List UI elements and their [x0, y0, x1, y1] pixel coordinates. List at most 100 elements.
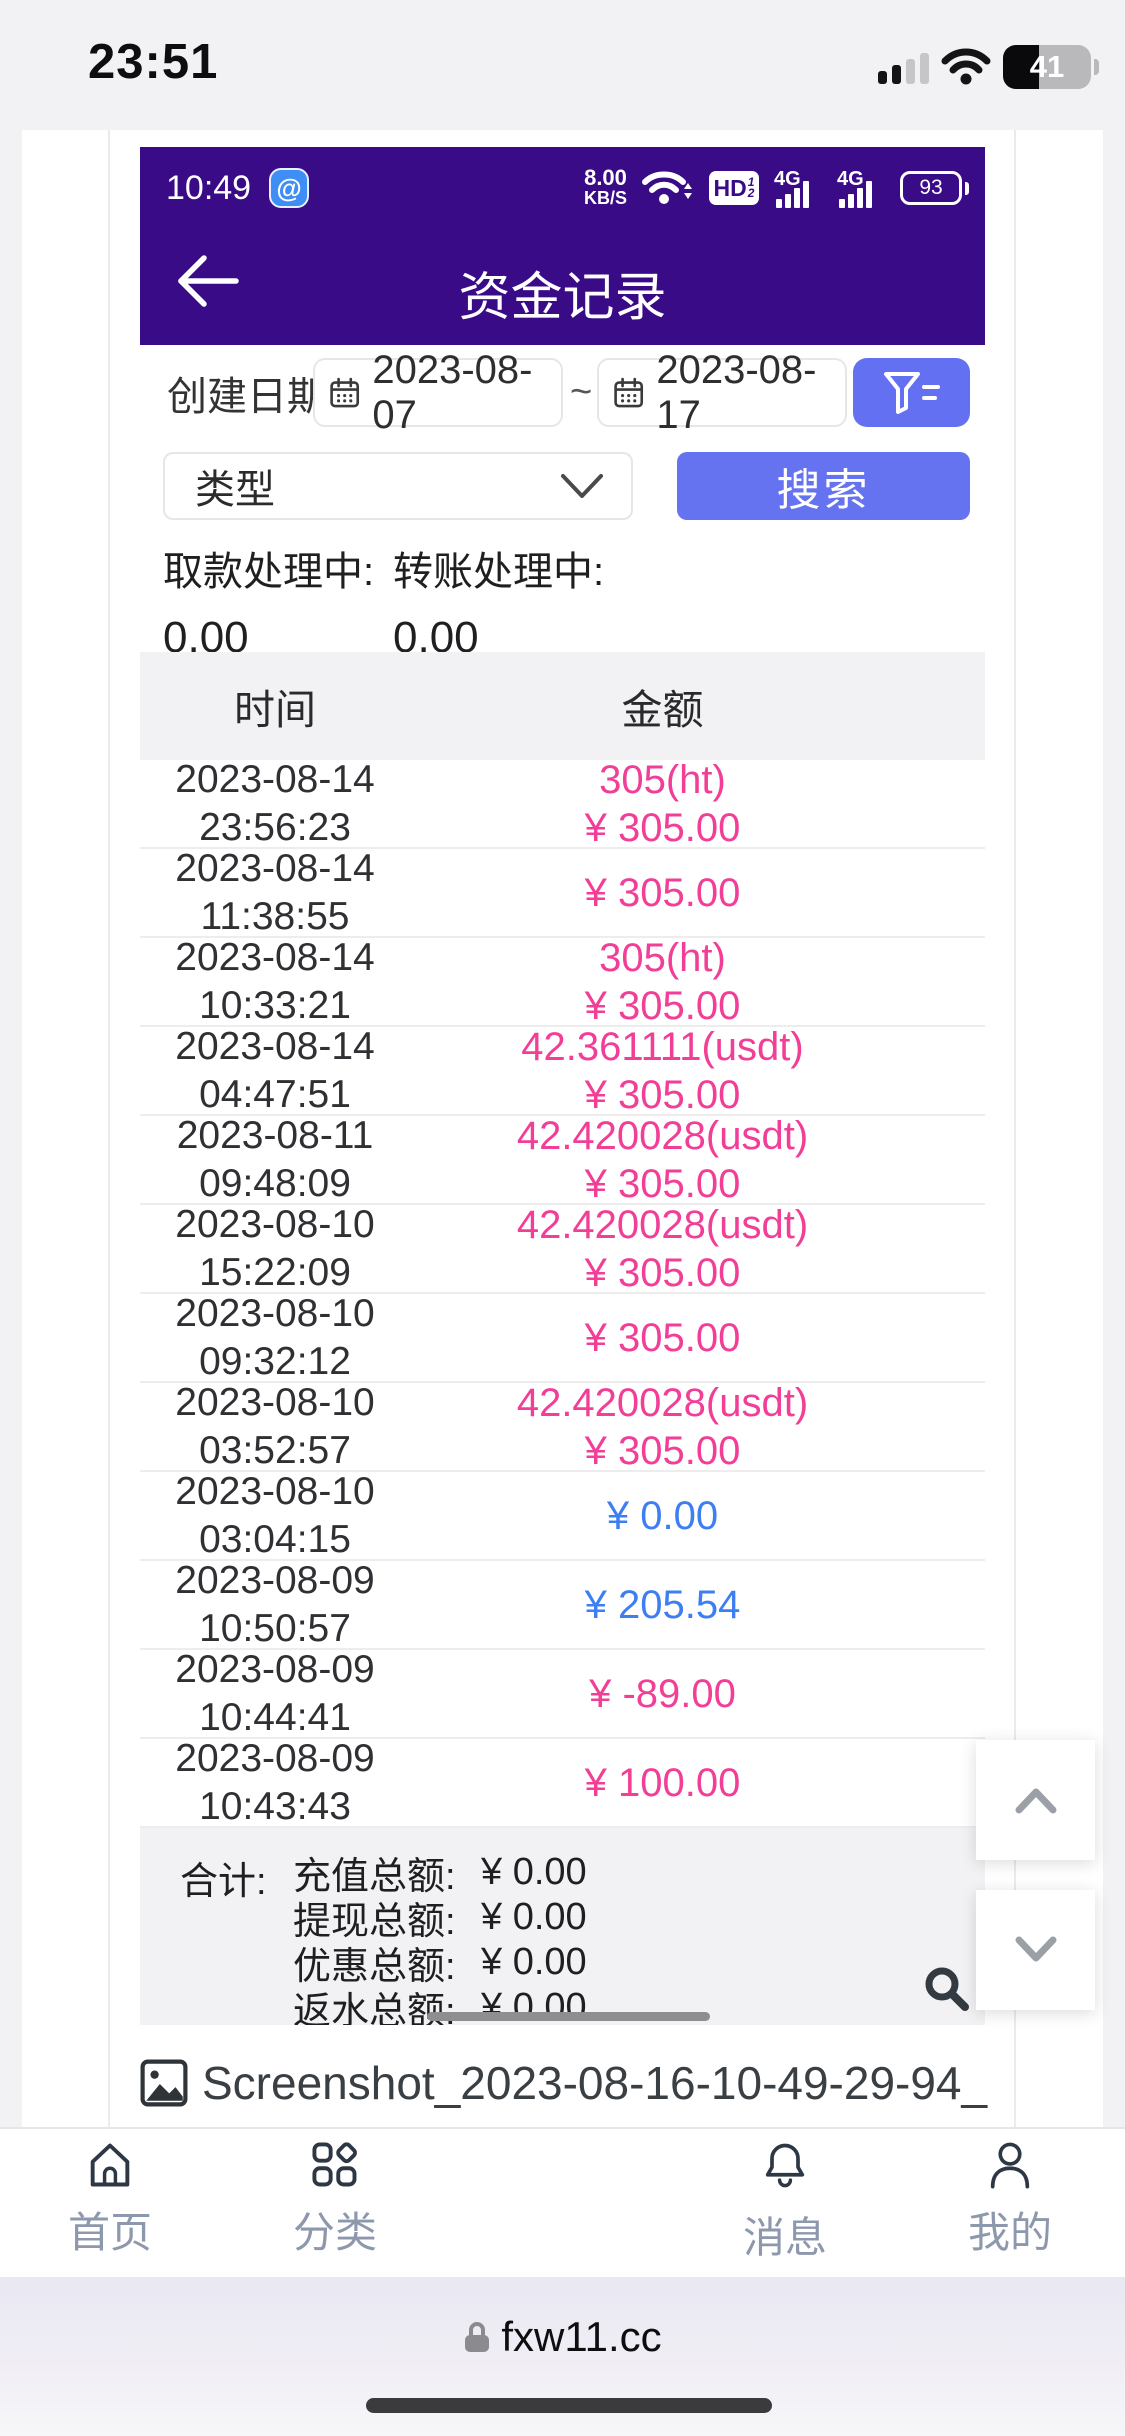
nav-item-home[interactable]: 首页: [30, 2139, 190, 2260]
row-amount: ¥ 305.00: [584, 805, 741, 850]
row-amount: ¥ 0.00: [606, 1493, 719, 1538]
row-time-cell: 2023-08-14 04:47:51: [140, 1024, 410, 1114]
scroll-up-button[interactable]: [976, 1740, 1095, 1860]
row-time: 15:22:09: [199, 1250, 351, 1294]
table-row[interactable]: 2023-08-14 23:56:23 305(ht) ¥ 305.00: [140, 760, 985, 849]
app-title-bar: 资金记录: [140, 219, 985, 345]
row-amount: ¥ 205.54: [584, 1582, 741, 1627]
table-row[interactable]: 2023-08-14 04:47:51 42.361111(usdt) ¥ 30…: [140, 1024, 985, 1117]
site-domain: fxw11.cc: [501, 2313, 662, 2360]
image-filename: Screenshot_2023-08-16-10-49-29-94_: [202, 2057, 988, 2109]
row-time-cell: 2023-08-14 23:56:23: [140, 760, 410, 847]
chevron-up-icon: [1015, 1788, 1056, 1814]
nav-item-profile[interactable]: 我的: [930, 2139, 1090, 2260]
summary-line-label: 优惠总额:: [293, 1946, 456, 1988]
row-time: 10:44:41: [199, 1695, 351, 1739]
summary-line: 充值总额: ¥ 0.00: [293, 1850, 587, 1898]
row-amount: ¥ 305.00: [584, 1315, 741, 1360]
table-row[interactable]: 2023-08-11 09:48:09 42.420028(usdt) ¥ 30…: [140, 1113, 985, 1206]
table-row[interactable]: 2023-08-10 03:52:57 42.420028(usdt) ¥ 30…: [140, 1380, 985, 1472]
column-header-amount: 金额: [621, 687, 704, 733]
row-time: 23:56:23: [199, 805, 351, 849]
android-home-indicator: [427, 2012, 710, 2021]
search-button[interactable]: 搜索: [677, 452, 970, 520]
summary-total-label: 合计:: [180, 1861, 267, 1903]
card-divider-right: [1014, 130, 1016, 2127]
row-amount-cell: ¥ 100.00: [410, 1739, 985, 1826]
row-date: 2023-08-14: [175, 760, 375, 801]
row-date: 2023-08-14: [175, 1024, 375, 1068]
transfer-processing-label: 转账处理中:: [393, 550, 605, 594]
battery-nub: [1094, 59, 1099, 75]
image-file-icon: [140, 2059, 188, 2107]
row-time-cell: 2023-08-09 10:44:41: [140, 1649, 410, 1739]
chevron-down-icon: [1015, 1936, 1056, 1962]
date-to-input[interactable]: 2023-08-17: [597, 348, 847, 437]
scroll-down-button[interactable]: [976, 1890, 1095, 2010]
row-time: 03:04:15: [199, 1517, 351, 1561]
withdraw-processing-label: 取款处理中:: [163, 550, 375, 594]
table-row[interactable]: 2023-08-09 10:43:43 ¥ 100.00: [140, 1738, 985, 1828]
row-date: 2023-08-10: [175, 1380, 375, 1424]
summary-line-label: 提现总额:: [293, 1901, 456, 1943]
filter-button[interactable]: [853, 358, 970, 427]
row-amount: ¥ 305.00: [584, 1072, 741, 1117]
row-detail: 42.361111(usdt): [521, 1024, 804, 1069]
row-amount-cell: 42.420028(usdt) ¥ 305.00: [410, 1205, 985, 1293]
funnel-icon: [883, 371, 940, 414]
bottom-nav-bar: 首页 分类 消息 我的: [0, 2127, 1125, 2277]
nav-label-profile: 我的: [967, 2209, 1052, 2256]
row-amount-cell: 42.420028(usdt) ¥ 305.00: [410, 1383, 985, 1471]
table-row[interactable]: 2023-08-09 10:44:41 ¥ -89.00: [140, 1649, 985, 1739]
row-amount-cell: 42.361111(usdt) ¥ 305.00: [410, 1024, 985, 1117]
row-amount: ¥ -89.00: [589, 1671, 736, 1716]
chevron-down-icon: [561, 474, 603, 498]
row-time-cell: 2023-08-09 10:50:57: [140, 1560, 410, 1648]
row-time-cell: 2023-08-14 10:33:21: [140, 935, 410, 1025]
row-date: 2023-08-11: [176, 1113, 374, 1157]
battery-icon: 41: [1003, 45, 1091, 89]
table-row[interactable]: 2023-08-09 10:50:57 ¥ 205.54: [140, 1560, 985, 1650]
table-header: 时间 金额: [140, 652, 985, 760]
table-row[interactable]: 2023-08-10 03:04:15 ¥ 0.00: [140, 1471, 985, 1561]
row-time-cell: 2023-08-10 15:22:09: [140, 1202, 410, 1294]
cellular-signal-icon: [878, 50, 929, 84]
notification-app-icon: @: [269, 168, 310, 208]
nav-item-messages[interactable]: 消息: [705, 2139, 865, 2265]
person-icon: [990, 2142, 1030, 2189]
magnifier-icon: [925, 1967, 969, 2011]
type-filter-row: 类型 搜索: [140, 452, 985, 520]
table-row[interactable]: 2023-08-10 15:22:09 42.420028(usdt) ¥ 30…: [140, 1202, 985, 1294]
image-zoom-button[interactable]: [909, 1953, 985, 2025]
summary-footer: 合计: 充值总额: ¥ 0.00 提现总额: ¥ 0.00 优惠总额: ¥ 0.…: [140, 1828, 985, 2025]
image-caption[interactable]: Screenshot_2023-08-16-10-49-29-94_: [140, 2056, 987, 2110]
row-time: 09:48:09: [199, 1161, 351, 1205]
row-amount-cell: ¥ 205.54: [410, 1561, 985, 1648]
date-from-input[interactable]: 2023-08-07: [313, 348, 563, 437]
nav-item-category[interactable]: 分类: [255, 2139, 415, 2260]
row-date: 2023-08-10: [175, 1202, 375, 1246]
lock-icon: [465, 2322, 490, 2352]
row-detail: 42.420028(usdt): [516, 1113, 809, 1158]
row-amount: ¥ 305.00: [584, 1161, 741, 1206]
withdraw-processing: 取款处理中: 0.00: [163, 539, 374, 663]
table-row[interactable]: 2023-08-14 10:33:21 305(ht) ¥ 305.00: [140, 935, 985, 1027]
summary-line: 优惠总额: ¥ 0.00: [293, 1940, 587, 1988]
row-date: 2023-08-14: [175, 846, 375, 890]
row-date: 2023-08-14: [175, 935, 375, 979]
summary-line-value: ¥ 0.00: [481, 1896, 587, 1938]
table-row[interactable]: 2023-08-14 11:38:55 ¥ 305.00: [140, 846, 985, 938]
back-arrow-icon[interactable]: [174, 253, 240, 309]
table-row[interactable]: 2023-08-10 09:32:12 ¥ 305.00: [140, 1293, 985, 1383]
browser-toolbar: fxw11.cc: [0, 2277, 1125, 2436]
date-from-value: 2023-08-07: [372, 347, 533, 437]
row-time: 03:52:57: [199, 1428, 351, 1472]
date-range-separator: ~: [570, 371, 593, 413]
address-bar[interactable]: fxw11.cc: [0, 2313, 1125, 2361]
bell-icon: [765, 2143, 805, 2188]
type-select[interactable]: 类型: [163, 452, 633, 520]
